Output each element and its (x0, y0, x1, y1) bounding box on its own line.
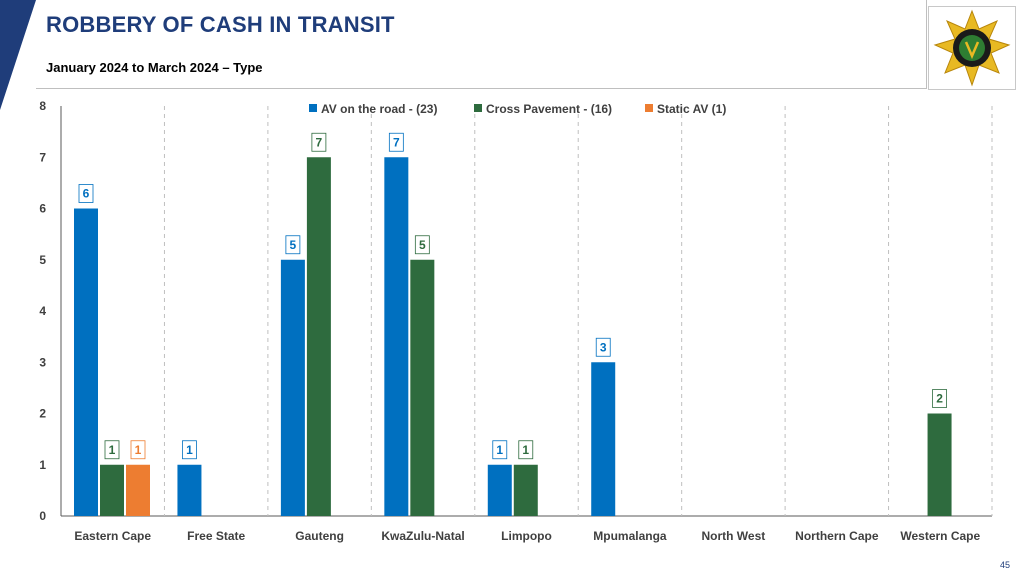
x-tick-label: Gauteng (295, 529, 344, 543)
page-subtitle: January 2024 to March 2024 – Type (46, 60, 263, 75)
data-label-box (595, 337, 611, 357)
bar (280, 259, 305, 516)
bar (384, 157, 409, 516)
header-divider (36, 88, 926, 89)
y-tick-label: 2 (39, 407, 46, 421)
data-label-box (104, 440, 120, 460)
x-tick-label: Eastern Cape (74, 529, 151, 543)
x-tick-label: Limpopo (501, 529, 552, 543)
y-tick-label: 6 (39, 202, 46, 216)
y-tick-label: 0 (39, 509, 46, 523)
data-label: 3 (600, 340, 607, 354)
legend-swatch (474, 104, 482, 112)
data-label-box (285, 235, 301, 255)
data-label: 6 (83, 187, 90, 201)
bar (513, 464, 538, 516)
data-label: 1 (496, 443, 503, 457)
data-label: 1 (522, 443, 529, 457)
legend-label: Static AV (1) (657, 102, 726, 116)
x-tick-label: Free State (187, 529, 245, 543)
bar (487, 464, 512, 516)
bar (100, 464, 124, 516)
y-tick-label: 5 (39, 253, 46, 267)
x-tick-label: North West (701, 529, 765, 543)
data-label-box (492, 440, 508, 460)
corner-stripe (0, 0, 36, 110)
header-vertical-divider (926, 0, 927, 89)
legend-swatch (309, 104, 317, 112)
data-label: 5 (290, 238, 297, 252)
x-tick-label: Mpumalanga (593, 529, 667, 543)
data-label-box (932, 389, 947, 408)
bar (74, 208, 98, 516)
data-label: 5 (419, 238, 426, 252)
data-label: 7 (316, 135, 323, 149)
data-label-box (388, 132, 404, 152)
legend-label: Cross Pavement - (16) (486, 102, 612, 116)
data-label-box (130, 440, 146, 460)
saps-star-badge-icon (933, 9, 1011, 87)
x-tick-label: KwaZulu-Natal (381, 529, 464, 543)
page-title: ROBBERY OF CASH IN TRANSIT (46, 12, 395, 37)
page-number: 45 (999, 560, 1010, 570)
bar (591, 362, 616, 516)
x-tick-label: Western Cape (900, 529, 980, 543)
y-tick-label: 8 (39, 99, 46, 113)
data-label-box (414, 235, 430, 255)
bar (927, 413, 952, 516)
bar (410, 259, 435, 516)
data-label: 1 (109, 443, 116, 457)
data-label-box (78, 184, 94, 203)
y-tick-label: 1 (39, 458, 46, 472)
logo (928, 6, 1016, 90)
bar (306, 157, 331, 516)
x-tick-label: Northern Cape (795, 529, 879, 543)
data-label-box (518, 440, 534, 460)
data-label: 7 (393, 135, 400, 149)
data-label: 1 (135, 443, 142, 457)
legend-swatch (645, 104, 653, 112)
data-label: 2 (936, 392, 943, 406)
legend-label: AV on the road - (23) (321, 102, 437, 116)
bar (126, 464, 150, 516)
y-tick-label: 3 (39, 355, 46, 369)
data-label: 1 (186, 443, 193, 457)
y-tick-label: 4 (39, 304, 46, 318)
data-label-box (311, 132, 327, 152)
y-tick-label: 7 (39, 150, 46, 164)
bar (177, 464, 202, 516)
data-label-box (182, 440, 197, 460)
